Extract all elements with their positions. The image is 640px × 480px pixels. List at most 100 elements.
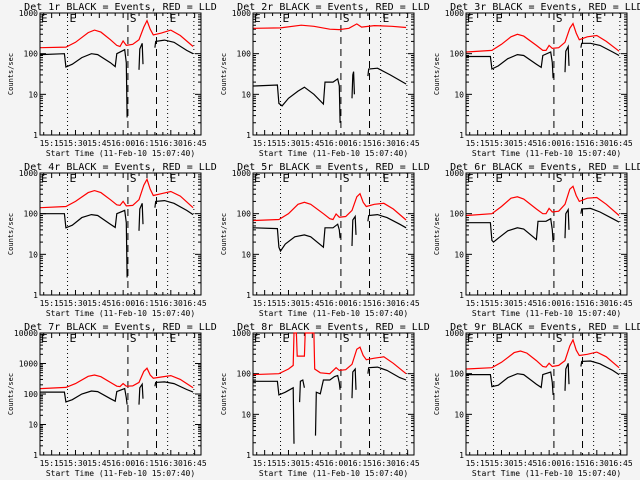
x-tick-label: 16:00 <box>111 139 135 148</box>
marker-label: E <box>254 172 261 185</box>
x-tick-label: 16:30 <box>585 299 609 308</box>
x-tick-label: 16:15 <box>135 459 159 468</box>
x-tick-label: 16:30 <box>159 299 183 308</box>
x-tick-label: 15:45 <box>87 459 111 468</box>
marker-label: E <box>41 172 48 185</box>
y-axis-label: Counts/sec <box>220 213 228 255</box>
series-lld-line <box>40 367 194 390</box>
x-tick-label: 16:45 <box>183 139 207 148</box>
marker-label: E <box>70 332 77 345</box>
y-tick-label: 10 <box>241 410 251 419</box>
plot-frame <box>39 172 202 296</box>
series-lld-line <box>40 177 194 209</box>
x-tick-label: 16:15 <box>348 139 372 148</box>
y-axis-label: Counts/sec <box>7 213 15 255</box>
y-tick-label: 1 <box>33 451 38 460</box>
marker-label: E <box>283 172 290 185</box>
marker-label: E <box>383 332 390 345</box>
x-axis-label: Start Time (11-Feb-10 15:07:40) <box>259 309 408 318</box>
x-tick-label: 15:15 <box>40 139 64 148</box>
x-tick-label: 16:00 <box>537 139 561 148</box>
panel-det-5: Det 5r BLACK = Events, RED = LLD 1 10 100 10… <box>220 162 430 318</box>
y-tick-label: 1 <box>459 451 464 460</box>
x-tick-label: 15:30 <box>276 299 300 308</box>
x-tick-label: 15:15 <box>466 459 490 468</box>
series-events-line <box>253 366 407 444</box>
x-tick-label: 16:45 <box>396 299 420 308</box>
series-lld-line <box>253 332 407 376</box>
y-tick-label: 100 <box>237 50 252 59</box>
y-tick-label: 10 <box>28 421 38 430</box>
x-tick-label: 16:00 <box>324 459 348 468</box>
x-tick-label: 15:30 <box>276 459 300 468</box>
x-tick-label: 16:00 <box>537 459 561 468</box>
x-axis-label: Start Time (11-Feb-10 15:07:40) <box>46 149 195 158</box>
marker-label: S <box>130 332 137 345</box>
marker-label: S <box>343 332 350 345</box>
y-tick-label: 1 <box>246 131 251 140</box>
marker-label: E <box>70 172 77 185</box>
panel-det-8: Det 8r BLACK = Events, RED = LLD 1 10 100 10… <box>220 322 430 478</box>
panel-title: Det 7r BLACK = Events, RED = LLD <box>24 322 217 333</box>
marker-label: E <box>170 12 177 25</box>
x-tick-label: 15:45 <box>300 139 324 148</box>
series-events-line <box>253 213 407 253</box>
marker-label: E <box>170 172 177 185</box>
y-tick-label: 100 <box>237 370 252 379</box>
marker-label: E <box>254 332 261 345</box>
panel-title: Det 1r BLACK = Events, RED = LLD <box>24 2 217 13</box>
panel-det-2: Det 2r BLACK = Events, RED = LLD 1 10 100 10… <box>220 2 430 158</box>
marker-label: E <box>283 12 290 25</box>
x-tick-label: 16:15 <box>561 299 585 308</box>
y-tick-label: 1 <box>459 291 464 300</box>
series-lld-line <box>253 192 407 222</box>
y-tick-label: 1 <box>33 131 38 140</box>
x-tick-label: 16:30 <box>372 299 396 308</box>
plot-frame <box>252 332 415 456</box>
x-tick-label: 16:00 <box>324 299 348 308</box>
x-tick-label: 16:00 <box>111 299 135 308</box>
x-tick-label: 15:45 <box>513 299 537 308</box>
x-tick-label: 15:30 <box>489 139 513 148</box>
marker-label: S <box>556 12 563 25</box>
x-tick-label: 16:30 <box>372 459 396 468</box>
marker-label: S <box>343 12 350 25</box>
panel-title: Det 9r BLACK = Events, RED = LLD <box>450 322 640 333</box>
panel-title: Det 2r BLACK = Events, RED = LLD <box>237 2 430 13</box>
y-axis-label: Counts/sec <box>433 213 441 255</box>
y-tick-label: 10 <box>241 90 251 99</box>
panel-det-1: Det 1r BLACK = Events, RED = LLD 1 10 100 10… <box>7 2 217 158</box>
y-axis-label: Counts/sec <box>433 53 441 95</box>
x-axis-label: Start Time (11-Feb-10 15:07:40) <box>472 149 621 158</box>
x-tick-label: 16:00 <box>537 299 561 308</box>
plot-frame <box>252 172 415 296</box>
y-tick-label: 100 <box>450 50 465 59</box>
marker-label: E <box>70 12 77 25</box>
y-tick-label: 1000 <box>232 169 251 178</box>
panel-det-3: Det 3r BLACK = Events, RED = LLD 1 10 100 10… <box>433 2 640 158</box>
x-tick-label: 15:15 <box>253 299 277 308</box>
series-events-line <box>466 360 620 395</box>
series-lld-line <box>466 22 620 53</box>
series-lld-line <box>466 338 620 370</box>
marker-label: E <box>496 172 503 185</box>
plot-frame <box>465 12 628 136</box>
x-tick-label: 16:15 <box>348 459 372 468</box>
x-tick-label: 16:45 <box>396 139 420 148</box>
marker-label: E <box>467 172 474 185</box>
marker-label: S <box>130 12 137 25</box>
x-tick-label: 15:45 <box>513 139 537 148</box>
x-tick-label: 16:30 <box>159 459 183 468</box>
y-axis-label: Counts/sec <box>220 373 228 415</box>
plot-frame <box>465 332 628 456</box>
y-tick-label: 1000 <box>19 360 38 369</box>
y-axis-label: Counts/sec <box>433 373 441 415</box>
x-tick-label: 15:30 <box>489 459 513 468</box>
x-axis-label: Start Time (11-Feb-10 15:07:40) <box>259 149 408 158</box>
y-tick-label: 100 <box>450 370 465 379</box>
x-tick-label: 16:15 <box>135 139 159 148</box>
y-tick-label: 1000 <box>232 329 251 338</box>
y-tick-label: 10000 <box>14 329 38 338</box>
y-tick-label: 1 <box>33 291 38 300</box>
